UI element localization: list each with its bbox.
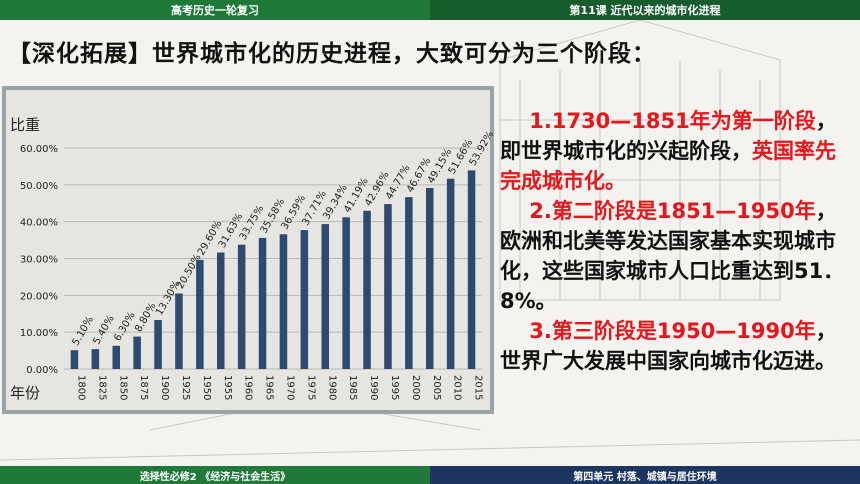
x-tick-label: 1960 [243, 375, 254, 400]
stage-3-text: ，世界广大发展中国家向城市化迈进。 [500, 319, 837, 373]
x-tick-label: 1925 [180, 375, 191, 400]
y-tick-label: 60.00% [20, 144, 58, 155]
textbook-name: 选择性必修2 《经济与社会生活》 [0, 466, 430, 484]
x-tick-label: 1850 [117, 375, 128, 400]
stage-1: 1.1730—1851年为第一阶段，即世界城市化的兴起阶段，英国率先完成城市化。 [500, 106, 845, 196]
stages-text: 1.1730—1851年为第一阶段，即世界城市化的兴起阶段，英国率先完成城市化。… [500, 106, 845, 376]
x-tick-label: 1950 [201, 375, 212, 400]
lesson-title: 第11课 近代以来的城市化进程 [430, 0, 860, 20]
y-tick-label: 20.00% [20, 291, 58, 302]
stage-3-highlight: 3.第三阶段是1950—1990年 [529, 319, 816, 343]
stage-3: 3.第三阶段是1950—1990年，世界广大发展中国家向城市化迈进。 [500, 316, 845, 376]
bar [467, 170, 476, 369]
x-tick-label: 2005 [431, 375, 442, 400]
bar [196, 259, 204, 369]
bar [91, 349, 100, 369]
x-tick-label: 1995 [389, 375, 400, 400]
bar [342, 217, 350, 369]
stage-2-highlight: 2.第二阶段是1851—1950年 [529, 199, 816, 223]
stage-2-text: ，欧洲和北美等发达国家基本实现城市化，这些国家城市人口比重达到51．8%。 [500, 199, 845, 313]
x-tick-label: 1985 [347, 375, 358, 400]
bar [446, 178, 455, 369]
y-tick-label: 50.00% [20, 181, 58, 192]
stage-1-highlight-2: 英国率先完成城市化。 [500, 139, 836, 193]
course-title: 高考历史一轮复习 [0, 0, 430, 20]
x-tick-label: 1980 [326, 375, 337, 400]
urbanization-bar-chart: 比重 0.00% 10.00% 20.00% 30.00% 40.00% 50.00% 60.… [6, 90, 496, 410]
y-tick-label: 40.00% [20, 218, 58, 229]
x-tick-label: 1825 [96, 375, 107, 400]
bar [258, 237, 267, 369]
unit-name: 第四单元 村落、城镇与居住环境 [430, 466, 860, 484]
bottom-bar: 选择性必修2 《经济与社会生活》 第四单元 村落、城镇与居住环境 [0, 466, 860, 484]
x-tick-label: 1975 [305, 375, 316, 400]
x-tick-label: 2000 [410, 375, 421, 400]
x-axis-label: 年份 [10, 384, 40, 402]
bar [133, 336, 141, 369]
y-tick-label: 30.00% [20, 255, 58, 266]
bar [70, 350, 79, 369]
bar [154, 320, 162, 369]
stage-1-text: ，即世界城市化的兴起阶段， [500, 109, 837, 163]
bar [175, 293, 183, 369]
bar [321, 224, 330, 369]
bar [237, 244, 246, 369]
x-tick-label: 1990 [368, 375, 379, 400]
x-tick-label: 1955 [222, 375, 233, 400]
bar [363, 210, 371, 369]
stage-2: 2.第二阶段是1851—1950年，欧洲和北美等发达国家基本实现城市化，这些国家… [500, 196, 845, 316]
y-tick-label: 0.00% [26, 365, 58, 376]
bar [425, 187, 434, 369]
bar [216, 252, 225, 369]
bar [405, 197, 413, 369]
page-heading: 【深化拓展】世界城市化的历史进程，大致可分为三个阶段： [8, 41, 656, 67]
y-axis-label: 比重 [10, 116, 40, 134]
chart-paper [6, 90, 490, 410]
x-tick-label: 1965 [264, 375, 275, 400]
bar [300, 230, 309, 369]
bar [279, 234, 288, 369]
x-tick-label: 2015 [473, 375, 484, 400]
y-tick-label: 10.00% [20, 328, 58, 339]
x-tick-label: 1900 [159, 375, 170, 400]
chart-photo: 比重 0.00% 10.00% 20.00% 30.00% 40.00% 50.00% 60.… [2, 86, 496, 414]
bar [384, 204, 392, 369]
x-tick-label: 1970 [284, 375, 295, 400]
bar [112, 345, 121, 369]
stage-1-highlight: 1.1730—1851年为第一阶段 [529, 109, 816, 133]
x-tick-label: 1800 [75, 375, 86, 400]
x-tick-label: 2010 [452, 375, 463, 400]
top-bar: 高考历史一轮复习 第11课 近代以来的城市化进程 [0, 0, 860, 20]
x-tick-label: 1875 [138, 375, 149, 400]
